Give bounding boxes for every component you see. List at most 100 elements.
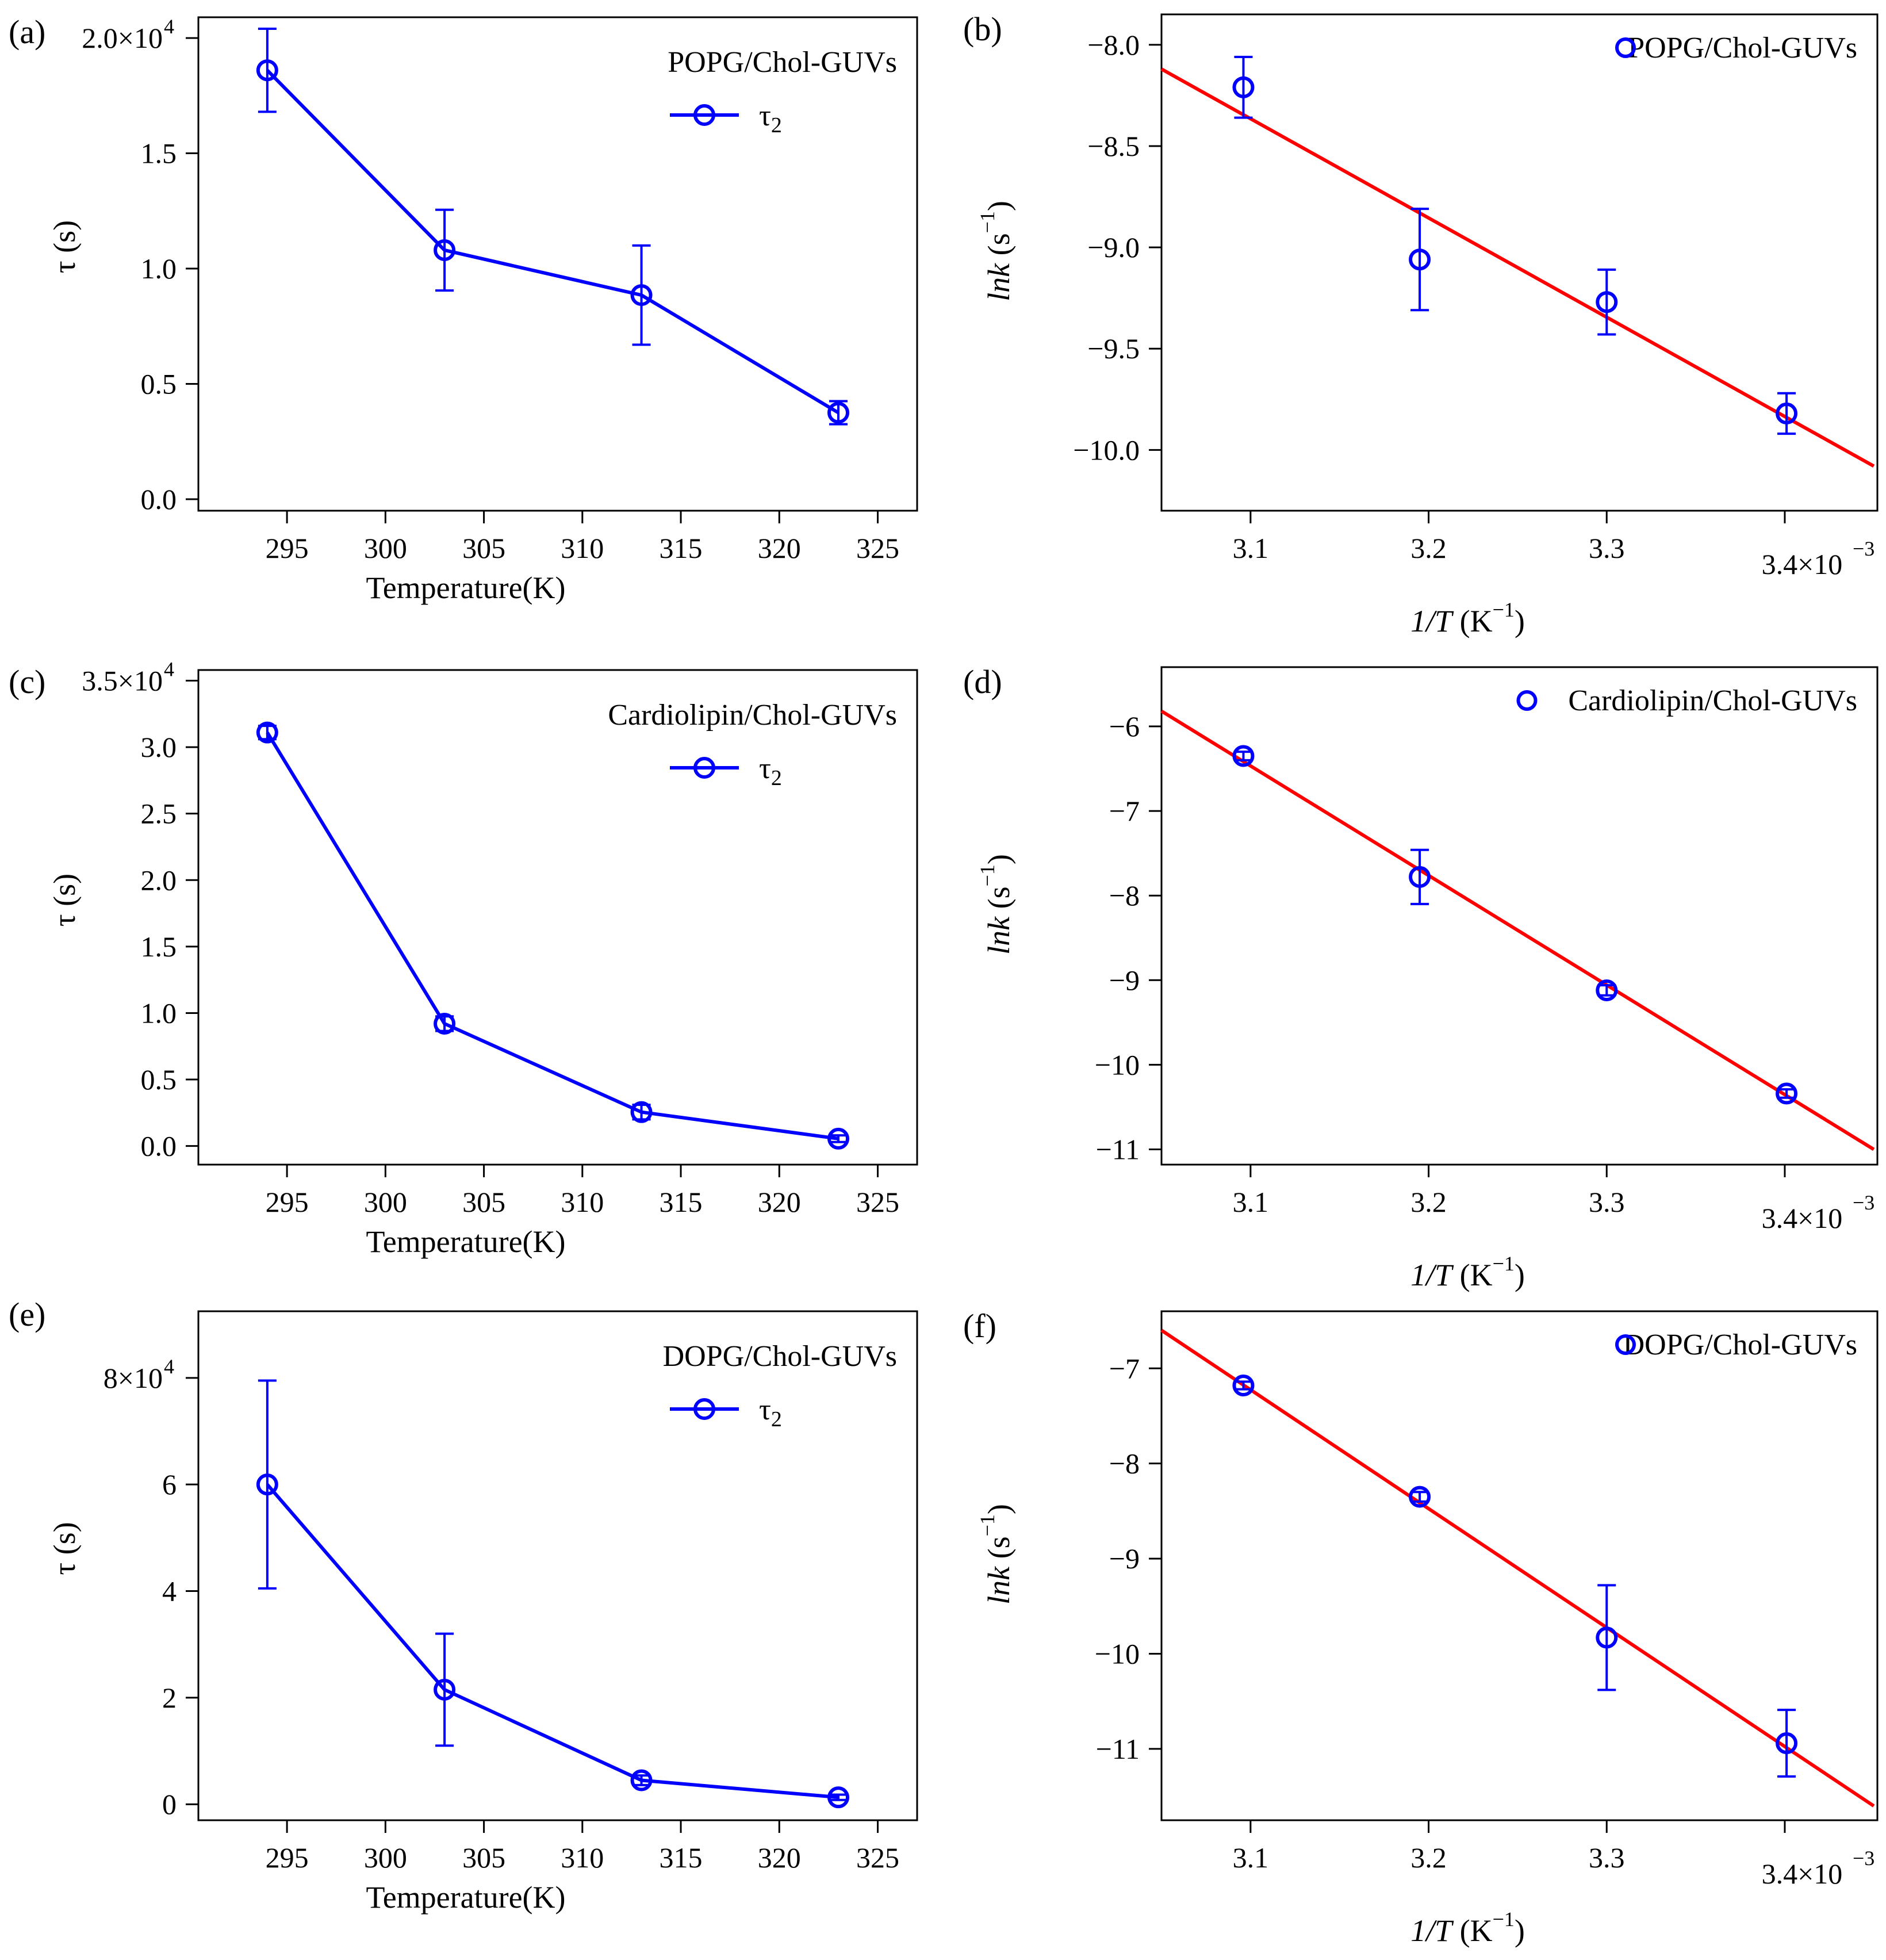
y-tick-label: 4: [162, 1575, 177, 1607]
legend-marker: [693, 104, 715, 126]
y-tick-label: −8.0: [1087, 29, 1140, 61]
x-tick-label: 3.4×10: [1762, 1858, 1843, 1890]
data-point: [1232, 1375, 1255, 1397]
legend-marker: [1615, 37, 1636, 58]
x-axis-title: 1/T (K−1): [1410, 1908, 1525, 1948]
y-tick-label: −10: [1095, 1638, 1140, 1670]
y-tick-label: 1.5: [141, 931, 177, 963]
error-bar: [1234, 55, 1253, 119]
plot-frame: [197, 669, 918, 1166]
data-point: [434, 239, 456, 261]
legend-title: POPG/Chol-GUVs: [668, 46, 897, 79]
x-axis-title: 1/T (K−1): [1410, 1252, 1525, 1292]
y-tick-label: 3.5×10: [82, 664, 163, 696]
series-line: [266, 69, 839, 415]
error-bar: [1777, 392, 1796, 435]
panel-b: (b) 3.1 3.2 3.3 3.4×10 −3 −8.0 −8.5 −9.0 −9.5 −10.…: [963, 10, 1879, 638]
x-axis-title: 1/T (K−1): [1410, 598, 1525, 638]
x-tick-exponent: −3: [1853, 537, 1874, 560]
legend-title: DOPG/Chol-GUVs: [1623, 1329, 1857, 1361]
x-tick-label: 315: [660, 1842, 703, 1874]
panel-label: (f): [963, 1307, 996, 1345]
y-tick-label: −8: [1109, 879, 1140, 912]
data-point: [1776, 1732, 1798, 1755]
x-tick-label: 300: [364, 532, 407, 564]
y-tick-label: −11: [1096, 1733, 1140, 1765]
panel-label: (d): [963, 663, 1002, 700]
x-tick-label: 300: [364, 1842, 407, 1874]
y-tick-label: −10: [1095, 1048, 1140, 1081]
x-axis-title: Temperature(K): [366, 571, 565, 605]
panel-label: (c): [9, 663, 45, 700]
error-bar: [1597, 1584, 1616, 1691]
error-bar: [829, 1134, 848, 1143]
x-tick-label: 3.3: [1589, 532, 1625, 564]
y-tick-label: 0.0: [141, 1130, 177, 1162]
y-tick-label: −6: [1109, 710, 1140, 742]
legend-marker: [1516, 690, 1538, 711]
x-tick-label: 315: [660, 1186, 703, 1218]
data-point: [630, 284, 653, 307]
data-point: [1409, 1486, 1431, 1508]
error-bar: [1777, 1709, 1796, 1778]
panel-c: (c) 295 300 305 310 315 320 325 0.0 0.5 1.0 1.5 2.0 2…: [9, 657, 918, 1259]
data-point: [256, 59, 278, 82]
series-line: [266, 1483, 839, 1800]
data-point: [1232, 76, 1255, 98]
data-point: [630, 1769, 653, 1791]
plot-frame: [1160, 666, 1879, 1166]
x-tick-label: 325: [856, 1186, 899, 1218]
data-point: [630, 1101, 653, 1123]
panel-label: (a): [9, 13, 45, 51]
y-tick-label: −11: [1096, 1134, 1140, 1166]
plot-frame: [197, 16, 918, 512]
y-axis-title: τ (s): [47, 220, 82, 273]
x-tick-exponent: −3: [1853, 1191, 1874, 1214]
panel-label: (b): [963, 10, 1002, 48]
x-tick-label: 3.2: [1410, 1186, 1447, 1218]
error-bar: [829, 1793, 848, 1801]
y-tick-exponent: 4: [164, 1355, 174, 1378]
panel-f: (f) 3.1 3.2 3.3 3.4×10 −3 −7 −8 −9 −10 −11 1/T (K−1…: [963, 1307, 1879, 1948]
data-point: [1776, 1082, 1798, 1105]
x-tick-label: 305: [462, 532, 505, 564]
x-tick-label: 3.3: [1589, 1842, 1625, 1874]
x-tick-label: 305: [462, 1842, 505, 1874]
data-point: [1409, 866, 1431, 888]
error-bar: [435, 208, 454, 292]
y-tick-label: −8: [1109, 1448, 1140, 1480]
x-tick-label: 3.4×10: [1762, 548, 1843, 580]
x-tick-label: 3.4×10: [1762, 1202, 1843, 1234]
legend-title: Cardiolipin/Chol-GUVs: [1568, 684, 1857, 717]
error-bar: [258, 1379, 277, 1590]
error-bar: [1234, 751, 1253, 761]
y-tick-label: 0.5: [141, 368, 177, 400]
error-bar: [435, 1632, 454, 1747]
x-tick-label: 320: [758, 1842, 801, 1874]
x-tick-exponent: −3: [1853, 1847, 1874, 1870]
y-tick-label: 2: [162, 1682, 177, 1714]
panel-a: (a) 295 300 305 310 315 320 325 0.0 0.5 1.0 1.5 2.0×…: [9, 13, 918, 605]
x-tick-label: 295: [266, 532, 309, 564]
data-point: [827, 1786, 850, 1809]
data-point: [1596, 979, 1618, 1001]
error-bar: [1234, 1380, 1253, 1391]
x-tick-label: 3.2: [1410, 1842, 1447, 1874]
data-point: [256, 721, 278, 744]
legend-title: DOPG/Chol-GUVs: [663, 1340, 897, 1373]
y-tick-label: 0.5: [141, 1063, 177, 1096]
y-axis-title: lnk (s−1): [976, 201, 1016, 301]
x-tick-label: 3.1: [1233, 1186, 1269, 1218]
fit-line: [1160, 709, 1875, 1151]
legend-title: POPG/Chol-GUVs: [1628, 32, 1857, 64]
fit-line: [1160, 67, 1875, 468]
y-tick-label: −10.0: [1073, 434, 1140, 466]
x-tick-label: 325: [856, 1842, 899, 1874]
y-axis-title: τ (s): [47, 1522, 82, 1575]
data-point: [1232, 745, 1255, 767]
x-axis-title: Temperature(K): [366, 1224, 565, 1259]
x-tick-label: 3.1: [1233, 1842, 1269, 1874]
y-tick-label: 1.0: [141, 997, 177, 1029]
y-tick-label: −8.5: [1087, 130, 1140, 162]
